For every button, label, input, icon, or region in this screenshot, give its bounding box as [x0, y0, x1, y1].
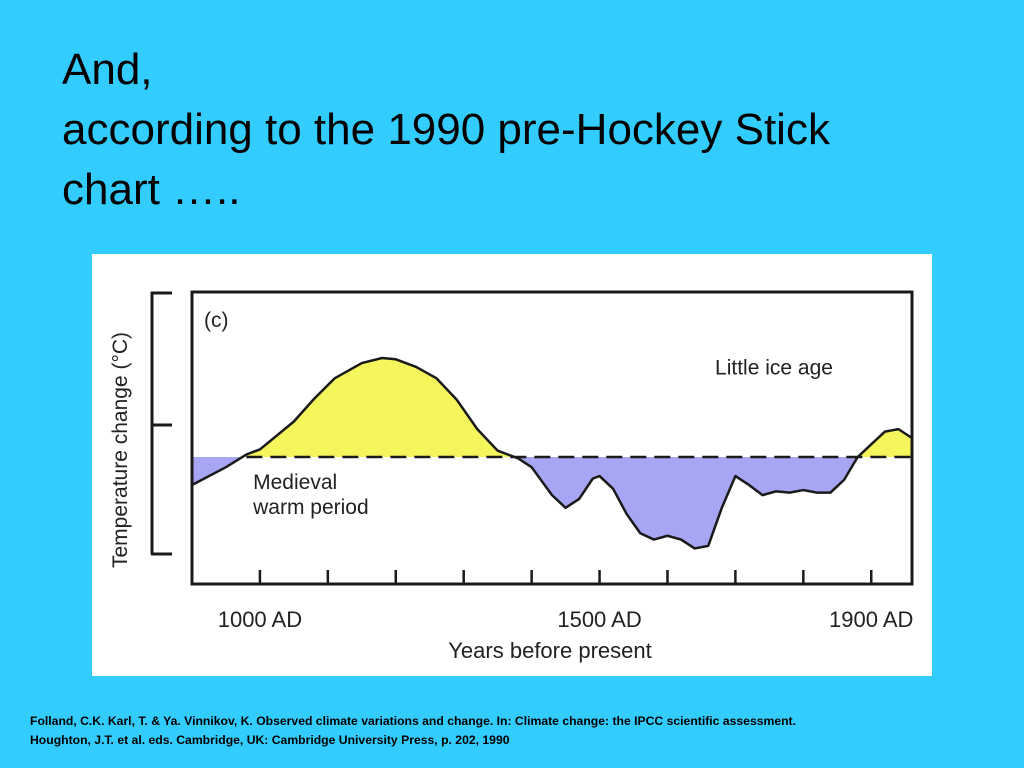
citation: Folland, C.K. Karl, T. & Ya. Vinnikov, K…	[30, 712, 1010, 750]
slide-title: And, according to the 1990 pre-Hockey St…	[62, 40, 1002, 220]
citation-line-1: Folland, C.K. Karl, T. & Ya. Vinnikov, K…	[30, 714, 797, 728]
plot-frame	[190, 290, 914, 586]
x-axis-label: Years before present	[448, 638, 651, 663]
title-line-1: And,	[62, 45, 153, 94]
title-line-3: chart …..	[62, 165, 241, 214]
warm-anomaly-fill	[242, 358, 515, 458]
anomaly-fills	[192, 358, 912, 549]
annotation-warm-period: warm period	[252, 496, 369, 519]
x-tick-label: 1000 AD	[218, 607, 302, 632]
title-line-2: according to the 1990 pre-Hockey Stick	[62, 105, 830, 154]
chart-image: 1000 AD 1500 AD 1900 AD (c) Little ice age…	[92, 254, 932, 676]
y-axis-label: Temperature change (°C)	[109, 332, 132, 568]
x-tick-label: 1900 AD	[829, 607, 913, 632]
annotation-little-ice-age: Little ice age	[715, 357, 833, 380]
cool-anomaly-fill	[514, 457, 858, 549]
x-ticks: 1000 AD 1500 AD 1900 AD	[218, 570, 913, 632]
temperature-curve	[191, 356, 913, 550]
x-tick-label: 1500 AD	[557, 607, 641, 632]
annotation-medieval: Medieval	[253, 471, 337, 494]
warm-anomaly-fill	[857, 429, 912, 458]
panel-label: (c)	[204, 309, 229, 332]
y-axis	[150, 291, 172, 556]
temperature-chart: 1000 AD 1500 AD 1900 AD (c) Little ice age…	[109, 290, 914, 663]
citation-line-2: Houghton, J.T. et al. eds. Cambridge, UK…	[30, 733, 510, 747]
